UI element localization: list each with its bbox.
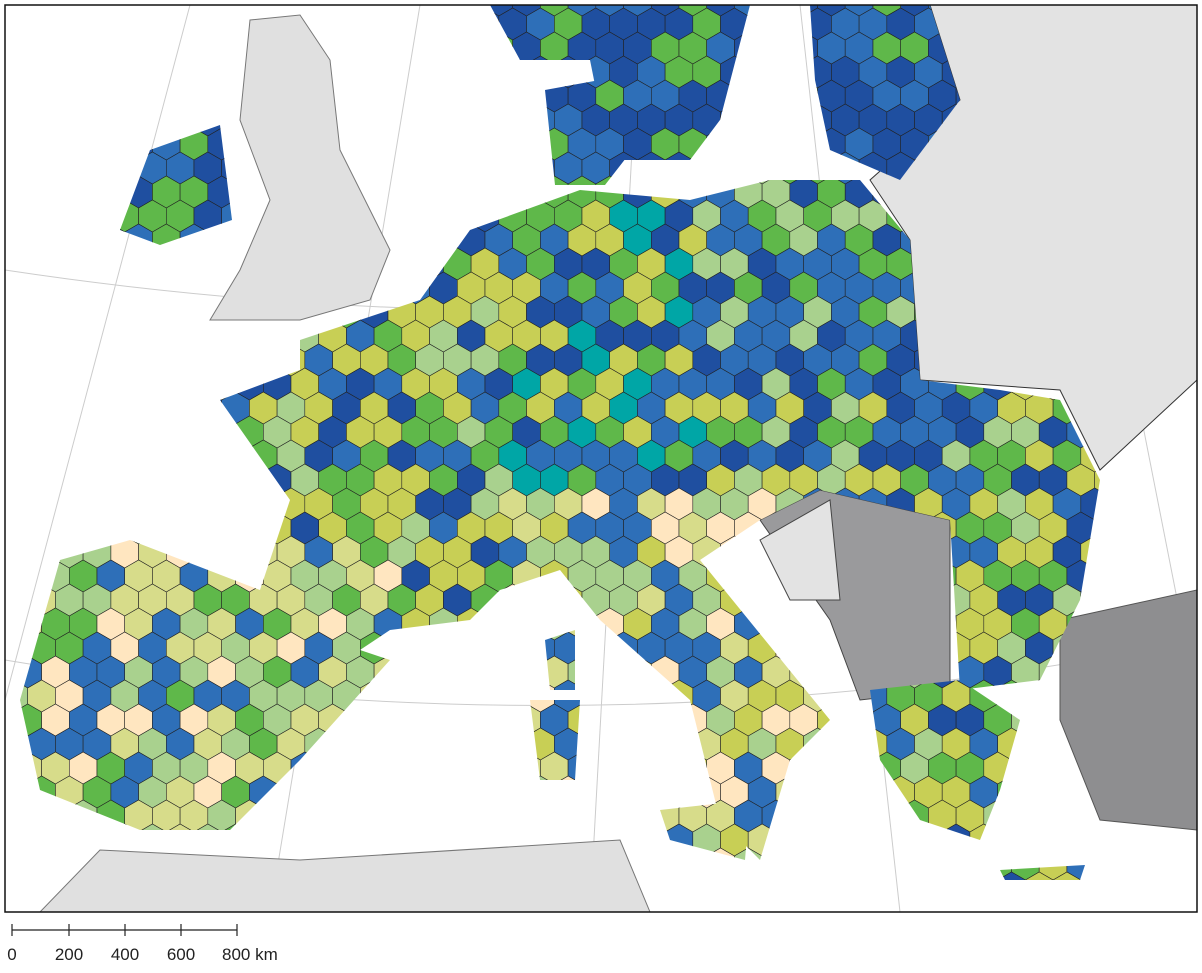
region [1094, 463, 1100, 497]
britain [209, 14, 391, 321]
scale-label: 0 [7, 945, 16, 964]
north-africa [39, 839, 651, 912]
scale-label: 800 km [222, 945, 278, 964]
scale-label: 600 [167, 945, 195, 964]
map-frame [5, 5, 1197, 912]
turkey [1059, 589, 1197, 831]
bosnia [759, 499, 841, 601]
map-border [4, 4, 1198, 913]
scale-label: 200 [55, 945, 83, 964]
scale-bar [11, 924, 238, 936]
scale-label: 400 [111, 945, 139, 964]
